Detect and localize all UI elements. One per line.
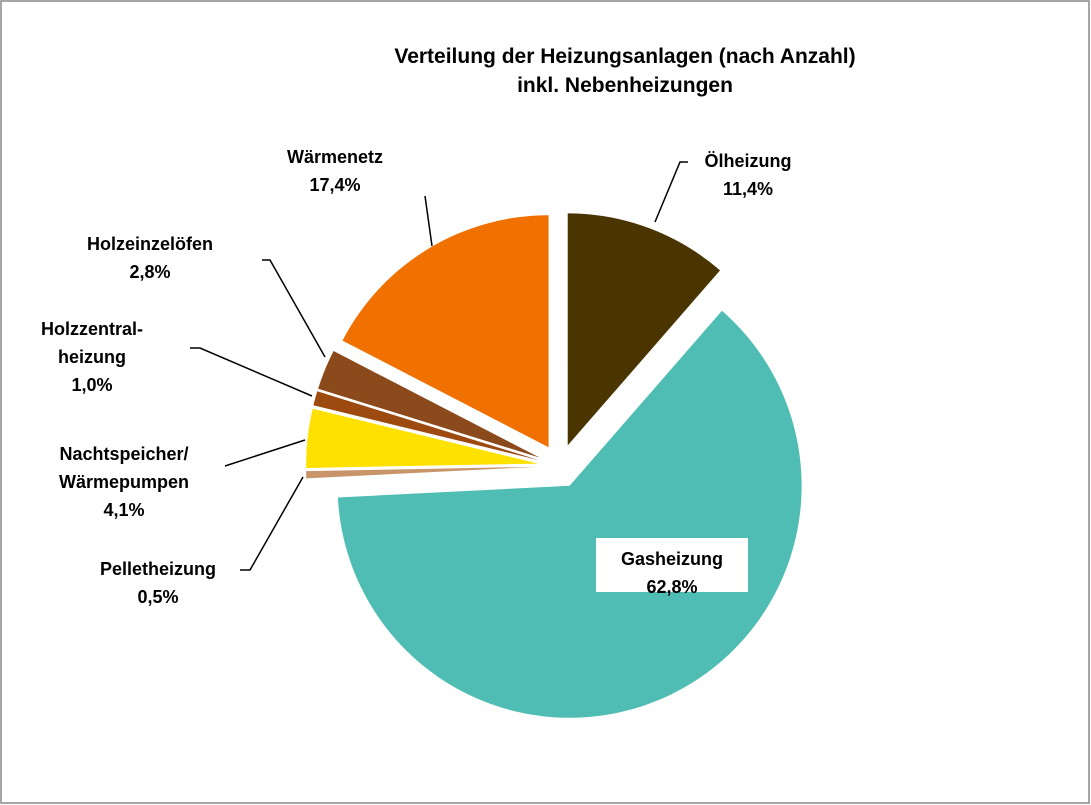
slice-label: Ölheizung	[705, 151, 792, 171]
pie-slice	[306, 466, 539, 479]
slice-label: Wärmenetz	[287, 147, 383, 167]
leader-line	[654, 161, 688, 223]
leader-line	[424, 195, 433, 247]
slice-value: 62,8%	[646, 577, 697, 597]
leader-line	[190, 347, 313, 397]
slice-label: Holzzentral-heizung	[41, 319, 143, 367]
slice-label: Nachtspeicher/Wärmepumpen	[59, 444, 189, 492]
leader-line	[240, 476, 304, 571]
pie-slice	[342, 215, 549, 448]
pie-slice	[567, 213, 721, 446]
leader-line	[224, 439, 306, 467]
slice-label: Gasheizung	[621, 549, 723, 569]
slice-label: Pelletheizung	[100, 559, 216, 579]
chart-title: Verteilung der Heizungsanlagen (nach Anz…	[394, 45, 855, 97]
slice-label: Holzeinzelöfen	[87, 234, 213, 254]
slice-value: 17,4%	[309, 175, 360, 195]
leader-line	[262, 259, 326, 358]
pie-slice	[306, 408, 539, 468]
label-box	[596, 538, 748, 592]
pie-slice	[313, 391, 539, 461]
slice-value: 1,0%	[71, 375, 112, 395]
slice-value: 11,4%	[723, 179, 773, 199]
slice-value: 0,5%	[137, 587, 178, 607]
pie-slice	[318, 351, 540, 458]
pie-slice	[337, 310, 802, 718]
slice-value: 4,1%	[103, 500, 144, 520]
slice-value: 2,8%	[129, 262, 170, 282]
